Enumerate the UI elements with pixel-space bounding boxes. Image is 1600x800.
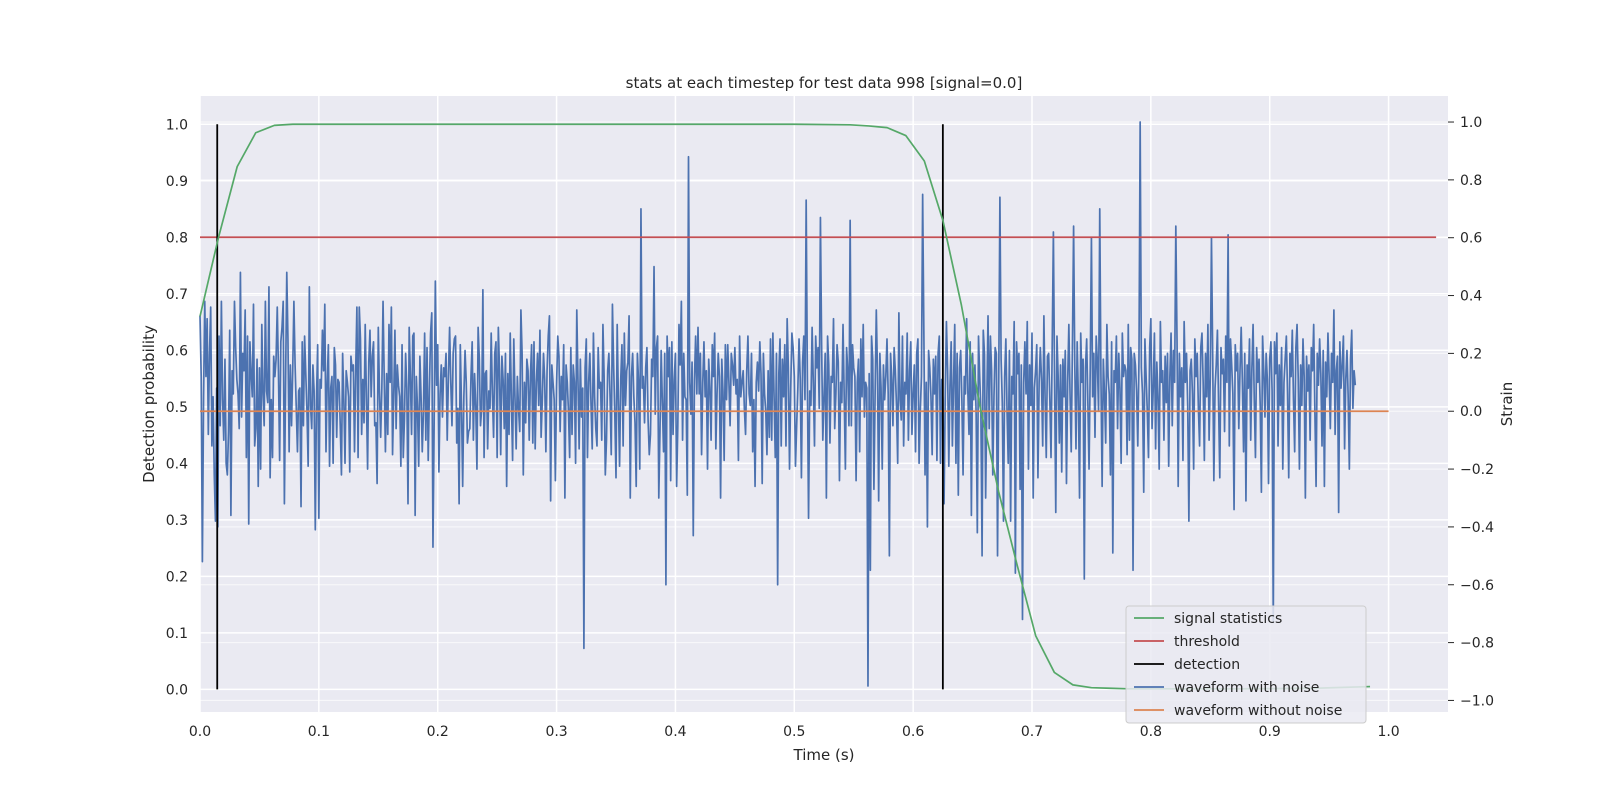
legend-label-signal-statistics: signal statistics — [1174, 611, 1282, 627]
y-left-tick-label: 0.0 — [166, 682, 188, 698]
legend-label-detection: detection — [1174, 657, 1240, 673]
x-tick-label: 0.1 — [308, 724, 330, 740]
legend-box — [1125, 605, 1367, 724]
y-left-tick-label: 0.2 — [166, 569, 188, 585]
y-axis-label-left: Detection probability — [140, 325, 158, 483]
y-right-tick-label: 0.2 — [1460, 346, 1482, 362]
ticks-layer: 0.0 0.1 0.2 0.3 0.4 0.5 0.6 0.7 0.8 0.9 1.0 0.0 0.1 0… — [166, 115, 1494, 740]
x-tick-label: 0.2 — [427, 724, 449, 740]
y-left-tick-label: 0.5 — [166, 400, 188, 416]
x-tick-label: 0.4 — [664, 724, 686, 740]
legend: signal statistics threshold detection wa… — [1125, 605, 1367, 724]
y-right-tick-label: 0.4 — [1460, 289, 1482, 305]
x-tick-label: 0.3 — [545, 724, 567, 740]
x-tick-label: 0.5 — [783, 724, 805, 740]
y-right-tick-label: 1.0 — [1460, 115, 1482, 131]
y-left-tick-label: 0.8 — [166, 230, 188, 246]
y-axis-label-right: Strain — [1498, 382, 1516, 426]
chart-title: stats at each timestep for test data 998… — [626, 74, 1023, 92]
x-tick-label: 0.8 — [1140, 724, 1162, 740]
series-signal-statistics — [199, 123, 1371, 690]
x-axis-label: Time (s) — [793, 746, 855, 764]
x-tick-label: 0.0 — [189, 724, 211, 740]
y-left-tick-label: 0.7 — [166, 287, 188, 303]
x-tick-label: 0.7 — [1021, 724, 1043, 740]
y-left-tick-label: 1.0 — [166, 117, 188, 133]
series-waveform-with-noise — [199, 121, 1357, 687]
y-right-tick-label: 0.8 — [1460, 173, 1482, 189]
y-right-tick-label: −0.8 — [1460, 636, 1494, 652]
x-tick-label: 0.9 — [1259, 724, 1281, 740]
legend-label-threshold: threshold — [1174, 634, 1240, 650]
y-left-tick-label: 0.9 — [166, 174, 188, 190]
legend-label-waveform-without-noise: waveform without noise — [1174, 703, 1342, 719]
y-right-tick-label: 0.6 — [1460, 231, 1482, 247]
y-left-tick-label: 0.3 — [166, 513, 188, 529]
series-layer — [199, 121, 1437, 690]
y-right-tick-label: −0.2 — [1460, 462, 1494, 478]
y-right-tick-label: −0.6 — [1460, 578, 1494, 594]
y-left-tick-label: 0.4 — [166, 456, 188, 472]
x-tick-label: 1.0 — [1377, 724, 1399, 740]
x-tick-label: 0.6 — [902, 724, 924, 740]
y-left-tick-label: 0.6 — [166, 343, 188, 359]
y-right-tick-label: −0.4 — [1460, 520, 1494, 536]
y-right-tick-label: 0.0 — [1460, 404, 1482, 420]
legend-label-waveform-with-noise: waveform with noise — [1174, 680, 1319, 696]
y-left-tick-label: 0.1 — [166, 626, 188, 642]
y-right-tick-label: −1.0 — [1460, 693, 1494, 709]
